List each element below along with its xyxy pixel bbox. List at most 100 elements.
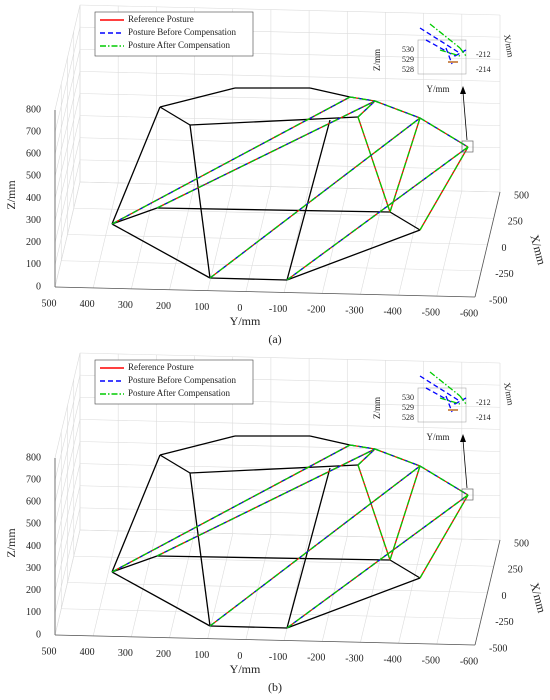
- y-tick-label: -200: [307, 305, 325, 316]
- inset-x-tick-label: -212: [476, 50, 491, 59]
- x-tick-label: 250: [508, 565, 523, 576]
- grid-line: [73, 555, 494, 567]
- legend-label: Reference Posture: [128, 362, 194, 372]
- z-tick-label: 300: [26, 215, 41, 226]
- legend-label: Posture Before Compensation: [128, 375, 236, 385]
- wire-edge: [209, 465, 421, 627]
- wire-edge: [389, 211, 421, 231]
- grid-line: [54, 181, 81, 288]
- grid-line: [79, 507, 501, 519]
- wire-edge: [159, 87, 236, 108]
- inset-y-label: Y/mm: [426, 84, 449, 94]
- grid-line: [73, 207, 494, 219]
- z-tick-label: 800: [26, 104, 41, 115]
- grid-line: [54, 27, 81, 133]
- z-tick-label: 400: [26, 541, 41, 552]
- grid-line: [54, 419, 81, 525]
- grid-line: [79, 93, 501, 104]
- panel: 0 100 200 300 400 500 600 700 800 -600 -500 -400 -30…: [4, 352, 549, 694]
- wire-edge: [309, 87, 351, 98]
- wire-edge: [454, 397, 467, 405]
- grid-line: [79, 159, 501, 171]
- wire-edge: [374, 100, 421, 119]
- grid-line: [67, 234, 488, 245]
- axis-line: [54, 286, 476, 298]
- y-tick-label: 200: [156, 649, 171, 660]
- inset-x-tick-label: -214: [476, 65, 491, 74]
- grid-line: [61, 608, 482, 620]
- wire-edge: [445, 47, 453, 65]
- inset-z-tick-label: 529: [402, 403, 414, 412]
- y-tick-label: -500: [422, 307, 440, 318]
- grid-line: [61, 260, 482, 272]
- wire-edge: [156, 555, 391, 561]
- grid-line: [79, 419, 501, 430]
- y-tick-label: 500: [42, 646, 57, 657]
- wire-edge: [286, 577, 421, 629]
- inset-box: [417, 387, 467, 423]
- axis-line: [474, 539, 501, 646]
- y-tick-label: -400: [383, 306, 401, 317]
- inset-x-label: X/mm: [502, 34, 516, 58]
- inset-x-tick-label: -214: [476, 413, 491, 422]
- zoom-arrowhead: [460, 86, 466, 94]
- zoom-arrow: [462, 91, 468, 141]
- x-tick-label: 0: [502, 591, 507, 602]
- x-tick-label: 250: [508, 217, 523, 228]
- wire-edge: [111, 96, 351, 225]
- y-axis-label: Y/mm: [230, 662, 261, 676]
- x-tick-label: 0: [502, 243, 507, 254]
- z-tick-label: 700: [26, 474, 41, 485]
- wire-edge: [209, 277, 288, 281]
- wire-edge: [357, 448, 376, 466]
- wire-edge: [111, 96, 351, 225]
- legend-label: Posture After Compensation: [128, 40, 230, 50]
- z-tick-label: 200: [26, 585, 41, 596]
- inset-z-tick-label: 530: [402, 393, 414, 402]
- wire-edge: [111, 106, 161, 225]
- axis-line: [54, 634, 476, 646]
- zoom-arrowhead: [460, 434, 466, 442]
- wire-edge: [439, 397, 461, 405]
- wire-edge: [429, 371, 461, 397]
- wire-edge: [374, 448, 421, 467]
- wire-edge: [111, 223, 211, 279]
- wire-edge: [111, 454, 161, 573]
- y-tick-label: 500: [42, 298, 57, 309]
- grid-line: [79, 529, 501, 541]
- wire-edge: [309, 435, 351, 446]
- x-axis-label: X/mm: [527, 233, 549, 267]
- wire-edge: [286, 467, 331, 629]
- wire-edge: [459, 395, 467, 405]
- wire-edge: [189, 472, 211, 627]
- x-tick-label: -500: [489, 295, 507, 306]
- y-tick-label: -600: [460, 308, 478, 319]
- wire-edge: [425, 387, 456, 405]
- wire-edge: [349, 96, 376, 102]
- wire-edge: [189, 124, 211, 279]
- wire-edge: [419, 494, 469, 579]
- wire-edge: [419, 465, 469, 496]
- wire-edge: [111, 444, 351, 573]
- wire-edge: [156, 448, 376, 557]
- z-tick-label: 500: [26, 519, 41, 530]
- wire-edge: [445, 395, 453, 413]
- wire-edge: [159, 454, 191, 474]
- wire-edge: [357, 464, 391, 561]
- inset-z-tick-label: 528: [402, 65, 414, 74]
- x-tick-label: 500: [514, 538, 529, 549]
- wire-edge: [286, 229, 421, 281]
- inset-y-label: Y/mm: [426, 432, 449, 442]
- wire-edge: [159, 435, 236, 456]
- wire-edge: [425, 39, 456, 57]
- wire-edge: [349, 444, 376, 450]
- wire-edge: [159, 106, 191, 126]
- z-tick-label: 400: [26, 193, 41, 204]
- wire-edge: [419, 146, 469, 231]
- wire-edge: [189, 464, 359, 474]
- grid-line: [54, 159, 81, 265]
- grid-line: [54, 115, 81, 221]
- x-tick-label: -250: [495, 269, 513, 280]
- y-tick-label: -100: [269, 652, 287, 663]
- y-tick-label: 0: [237, 303, 242, 314]
